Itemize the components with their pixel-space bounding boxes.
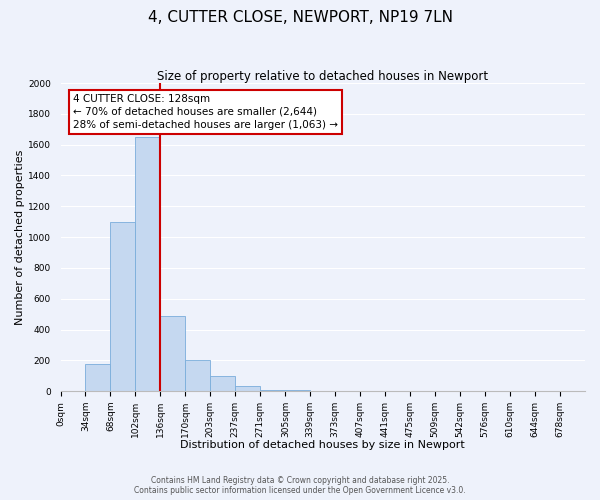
X-axis label: Distribution of detached houses by size in Newport: Distribution of detached houses by size … [181, 440, 465, 450]
Text: Contains HM Land Registry data © Crown copyright and database right 2025.
Contai: Contains HM Land Registry data © Crown c… [134, 476, 466, 495]
Bar [85, 364, 110, 391]
Bar [285, 390, 310, 391]
Bar [185, 360, 211, 391]
Text: 4, CUTTER CLOSE, NEWPORT, NP19 7LN: 4, CUTTER CLOSE, NEWPORT, NP19 7LN [148, 10, 452, 25]
Bar [136, 137, 160, 391]
Bar [260, 390, 285, 391]
Y-axis label: Number of detached properties: Number of detached properties [15, 150, 25, 325]
Bar [160, 316, 185, 391]
Bar [211, 376, 235, 391]
Bar [110, 222, 136, 391]
Bar [235, 386, 260, 391]
Text: 4 CUTTER CLOSE: 128sqm
← 70% of detached houses are smaller (2,644)
28% of semi-: 4 CUTTER CLOSE: 128sqm ← 70% of detached… [73, 94, 338, 130]
Title: Size of property relative to detached houses in Newport: Size of property relative to detached ho… [157, 70, 488, 83]
